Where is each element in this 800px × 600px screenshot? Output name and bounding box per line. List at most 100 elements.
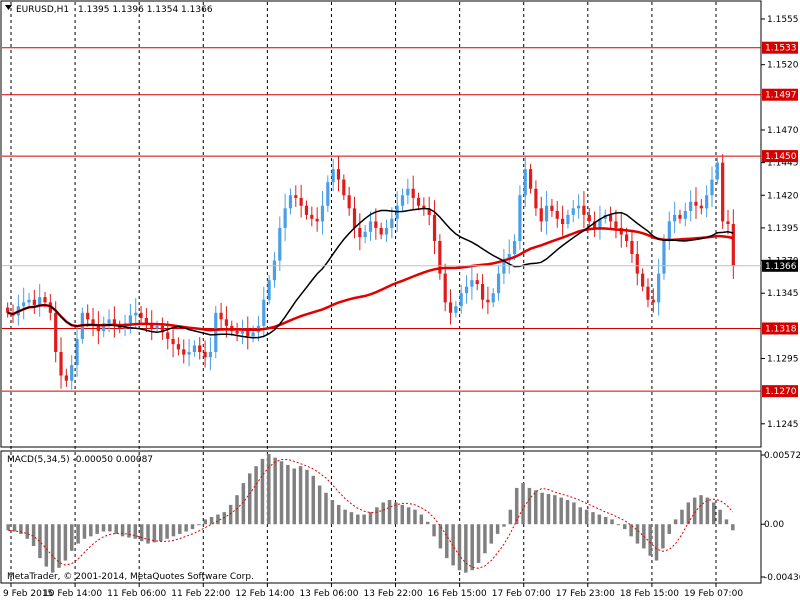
- candle-body: [625, 234, 629, 241]
- candle-body: [641, 273, 645, 287]
- time-label: 17 Feb 07:00: [492, 589, 551, 599]
- macd-bar: [661, 524, 665, 549]
- candle-body: [705, 195, 709, 209]
- candle-body: [278, 227, 282, 261]
- candle-body: [294, 195, 298, 198]
- candle-body: [91, 319, 95, 326]
- candle-body: [432, 214, 437, 241]
- macd-bar: [133, 524, 138, 539]
- candle-body: [128, 315, 132, 324]
- candle-body: [630, 240, 634, 255]
- candle-body: [379, 227, 383, 235]
- candle-body: [662, 240, 666, 274]
- macd-bar: [419, 514, 424, 525]
- candle-body: [363, 231, 367, 238]
- macd-bar: [317, 485, 322, 525]
- time-label: 13 Feb 06:00: [299, 589, 358, 599]
- candle-body: [27, 299, 31, 303]
- candle-body: [342, 179, 346, 196]
- candle-body: [657, 273, 661, 303]
- candle-body: [400, 195, 405, 206]
- macd-bar: [38, 524, 42, 559]
- macd-axis: 0.00572 0.00 -0.00436: [761, 451, 800, 583]
- macd-bar: [89, 524, 93, 537]
- candle-body: [609, 214, 613, 222]
- candle-body: [593, 221, 597, 228]
- candle-body: [587, 214, 591, 222]
- candle-body: [171, 338, 175, 345]
- candle-body: [352, 208, 357, 228]
- macd-bar: [673, 519, 678, 525]
- candle-body: [635, 254, 639, 274]
- time-label: 17 Feb 23:00: [556, 589, 615, 599]
- macd-bar: [279, 461, 284, 525]
- candle-body: [384, 227, 389, 235]
- candle-body: [144, 318, 148, 324]
- level-label: 1.1450: [765, 152, 797, 162]
- triangle-down-icon[interactable]: [5, 5, 12, 10]
- candle-body: [102, 323, 106, 332]
- candle-body: [38, 297, 42, 305]
- candle-body: [491, 293, 495, 303]
- vertical-grid: [10, 2, 717, 582]
- candle-body: [646, 286, 650, 300]
- macd-bar: [82, 524, 87, 539]
- macd-bar: [368, 512, 373, 525]
- macd-bar: [502, 524, 506, 527]
- macd-bar: [451, 524, 455, 566]
- macd-bar: [19, 524, 23, 534]
- price-tick-label: 1.1345: [767, 289, 799, 299]
- candle-body: [358, 227, 362, 238]
- candle-body: [32, 299, 36, 305]
- candle-body: [715, 162, 719, 180]
- macd-bar: [457, 524, 462, 571]
- macd-bar: [584, 509, 589, 525]
- macd-bar: [432, 524, 436, 537]
- candle-body: [192, 345, 197, 352]
- level-label: 1.1497: [765, 91, 797, 101]
- macd-bar: [235, 495, 239, 525]
- macd-bar: [572, 502, 576, 525]
- time-label: 12 Feb 14:00: [235, 589, 294, 599]
- macd-bar: [273, 457, 277, 525]
- time-label: 10 Feb 14:00: [43, 589, 102, 599]
- candle-body: [480, 284, 485, 300]
- candle-body: [235, 331, 239, 334]
- candle-body: [443, 273, 447, 303]
- candle-body: [512, 240, 517, 255]
- macd-bar: [534, 490, 538, 525]
- price-tick-label: 1.1470: [767, 126, 799, 136]
- candle-body: [507, 254, 511, 261]
- macd-bar: [381, 502, 385, 525]
- macd-bar: [527, 487, 532, 525]
- macd-bar: [260, 458, 265, 525]
- macd-bar: [578, 507, 583, 525]
- candle-body: [54, 312, 58, 352]
- candle-body: [534, 188, 538, 209]
- macd-bar: [483, 524, 487, 554]
- candle-body: [208, 351, 213, 358]
- candle-body: [470, 280, 474, 287]
- macd-bar: [25, 524, 29, 539]
- candle-body: [107, 319, 111, 324]
- macd-bar: [445, 524, 449, 559]
- macd-bar: [692, 497, 697, 525]
- moving-average-red: [7, 227, 734, 332]
- candle-body: [262, 299, 266, 326]
- macd-bar: [470, 524, 474, 571]
- macd-bar: [362, 514, 366, 525]
- macd-bar: [298, 466, 303, 525]
- macd-pane[interactable]: [0, 450, 762, 584]
- candle-body: [678, 214, 682, 219]
- candle-body: [272, 260, 277, 281]
- level-labels: 1.1533 1.1497 1.1450 1.1318 1.1270 1.1366: [762, 41, 798, 398]
- macd-bar: [597, 514, 602, 525]
- macd-bar: [324, 492, 328, 525]
- macd-tick-label: -0.00436: [764, 573, 800, 583]
- macd-bar: [57, 524, 61, 568]
- candle-body: [96, 325, 100, 332]
- candle-body: [699, 205, 703, 209]
- candle-body: [683, 210, 687, 219]
- macd-bar: [712, 502, 716, 525]
